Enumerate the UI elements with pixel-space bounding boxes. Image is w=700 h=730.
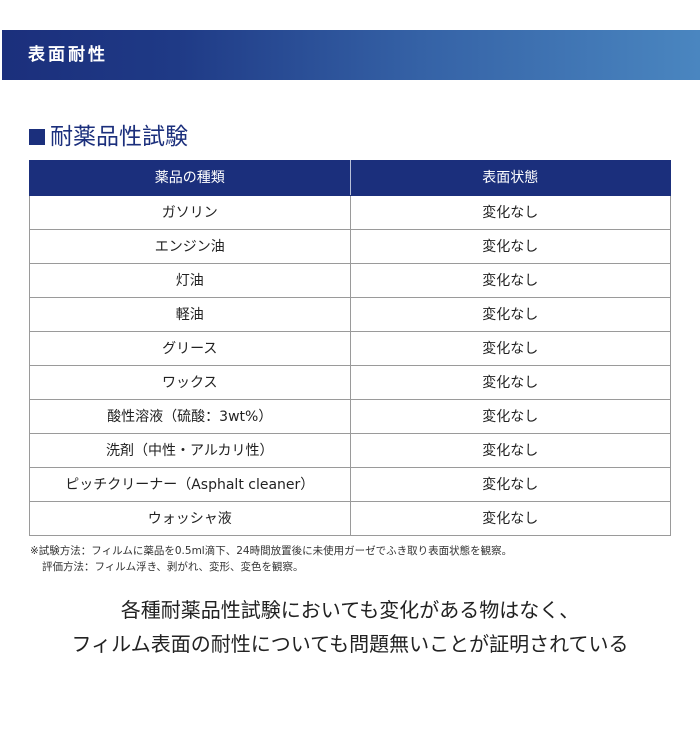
chemical-cell: ガソリン	[29, 195, 351, 230]
section-heading: 耐薬品性試験	[29, 122, 671, 152]
surface-state-cell: 変化なし	[349, 263, 671, 298]
square-bullet-icon	[29, 129, 45, 145]
table-row: 酸性溶液（硫酸：3wt%） 変化なし	[29, 399, 671, 434]
table-header-row: 薬品の種類 表面状態	[29, 160, 671, 196]
surface-state-cell: 変化なし	[349, 467, 671, 502]
header-surface-state: 表面状態	[349, 160, 671, 196]
header-chemical: 薬品の種類	[29, 160, 351, 196]
chemical-cell: 灯油	[29, 263, 351, 298]
table-row: ガソリン 変化なし	[29, 195, 671, 230]
table-row: ワックス 変化なし	[29, 365, 671, 400]
chemical-cell: ウォッシャ液	[29, 501, 351, 536]
surface-state-cell: 変化なし	[349, 433, 671, 468]
content: 耐薬品性試験 薬品の種類 表面状態 ガソリン 変化なし エンジン油 変化なし 灯油 変化な…	[0, 122, 700, 575]
table-row: 洗剤（中性・アルカリ性） 変化なし	[29, 433, 671, 468]
surface-state-cell: 変化なし	[349, 365, 671, 400]
footnote-test-method: ※試験方法：フィルムに薬品を0.5ml滴下、24時間放置後に未使用ガーゼでふき取…	[30, 545, 513, 557]
chemical-cell: 酸性溶液（硫酸：3wt%）	[29, 399, 351, 434]
table-row: 軽油 変化なし	[29, 297, 671, 332]
conclusion: 各種耐薬品性試験においても変化がある物はなく、 フィルム表面の耐性についても問題…	[0, 593, 700, 671]
conclusion-line: 各種耐薬品性試験においても変化がある物はなく、	[120, 598, 580, 622]
chemical-cell: エンジン油	[29, 229, 351, 264]
table-row: エンジン油 変化なし	[29, 229, 671, 264]
footnote: ※試験方法：フィルムに薬品を0.5ml滴下、24時間放置後に未使用ガーゼでふき取…	[30, 543, 671, 575]
chemical-resistance-table: 薬品の種類 表面状態 ガソリン 変化なし エンジン油 変化なし 灯油 変化なし 軽油 変化なし…	[29, 160, 671, 536]
banner-title: 表面耐性	[28, 45, 108, 65]
section-title: 耐薬品性試験	[50, 124, 188, 150]
chemical-cell: 軽油	[29, 297, 351, 332]
footnote-evaluation-method: 評価方法：フィルム浮き、剥がれ、変形、変色を観察。	[42, 561, 304, 573]
chemical-cell: 洗剤（中性・アルカリ性）	[29, 433, 351, 468]
surface-state-cell: 変化なし	[349, 399, 671, 434]
table-row: ウォッシャ液 変化なし	[29, 501, 671, 536]
surface-state-cell: 変化なし	[349, 331, 671, 366]
table-row: グリース 変化なし	[29, 331, 671, 366]
table-row: ピッチクリーナー（Asphalt cleaner） 変化なし	[29, 467, 671, 502]
section-banner: 表面耐性	[2, 30, 700, 80]
surface-state-cell: 変化なし	[349, 195, 671, 230]
surface-state-cell: 変化なし	[349, 229, 671, 264]
chemical-cell: ワックス	[29, 365, 351, 400]
chemical-cell: ピッチクリーナー（Asphalt cleaner）	[29, 467, 351, 502]
surface-state-cell: 変化なし	[349, 501, 671, 536]
chemical-cell: グリース	[29, 331, 351, 366]
surface-state-cell: 変化なし	[349, 297, 671, 332]
conclusion-line: フィルム表面の耐性についても問題無いことが証明されている	[71, 632, 629, 656]
table-row: 灯油 変化なし	[29, 263, 671, 298]
